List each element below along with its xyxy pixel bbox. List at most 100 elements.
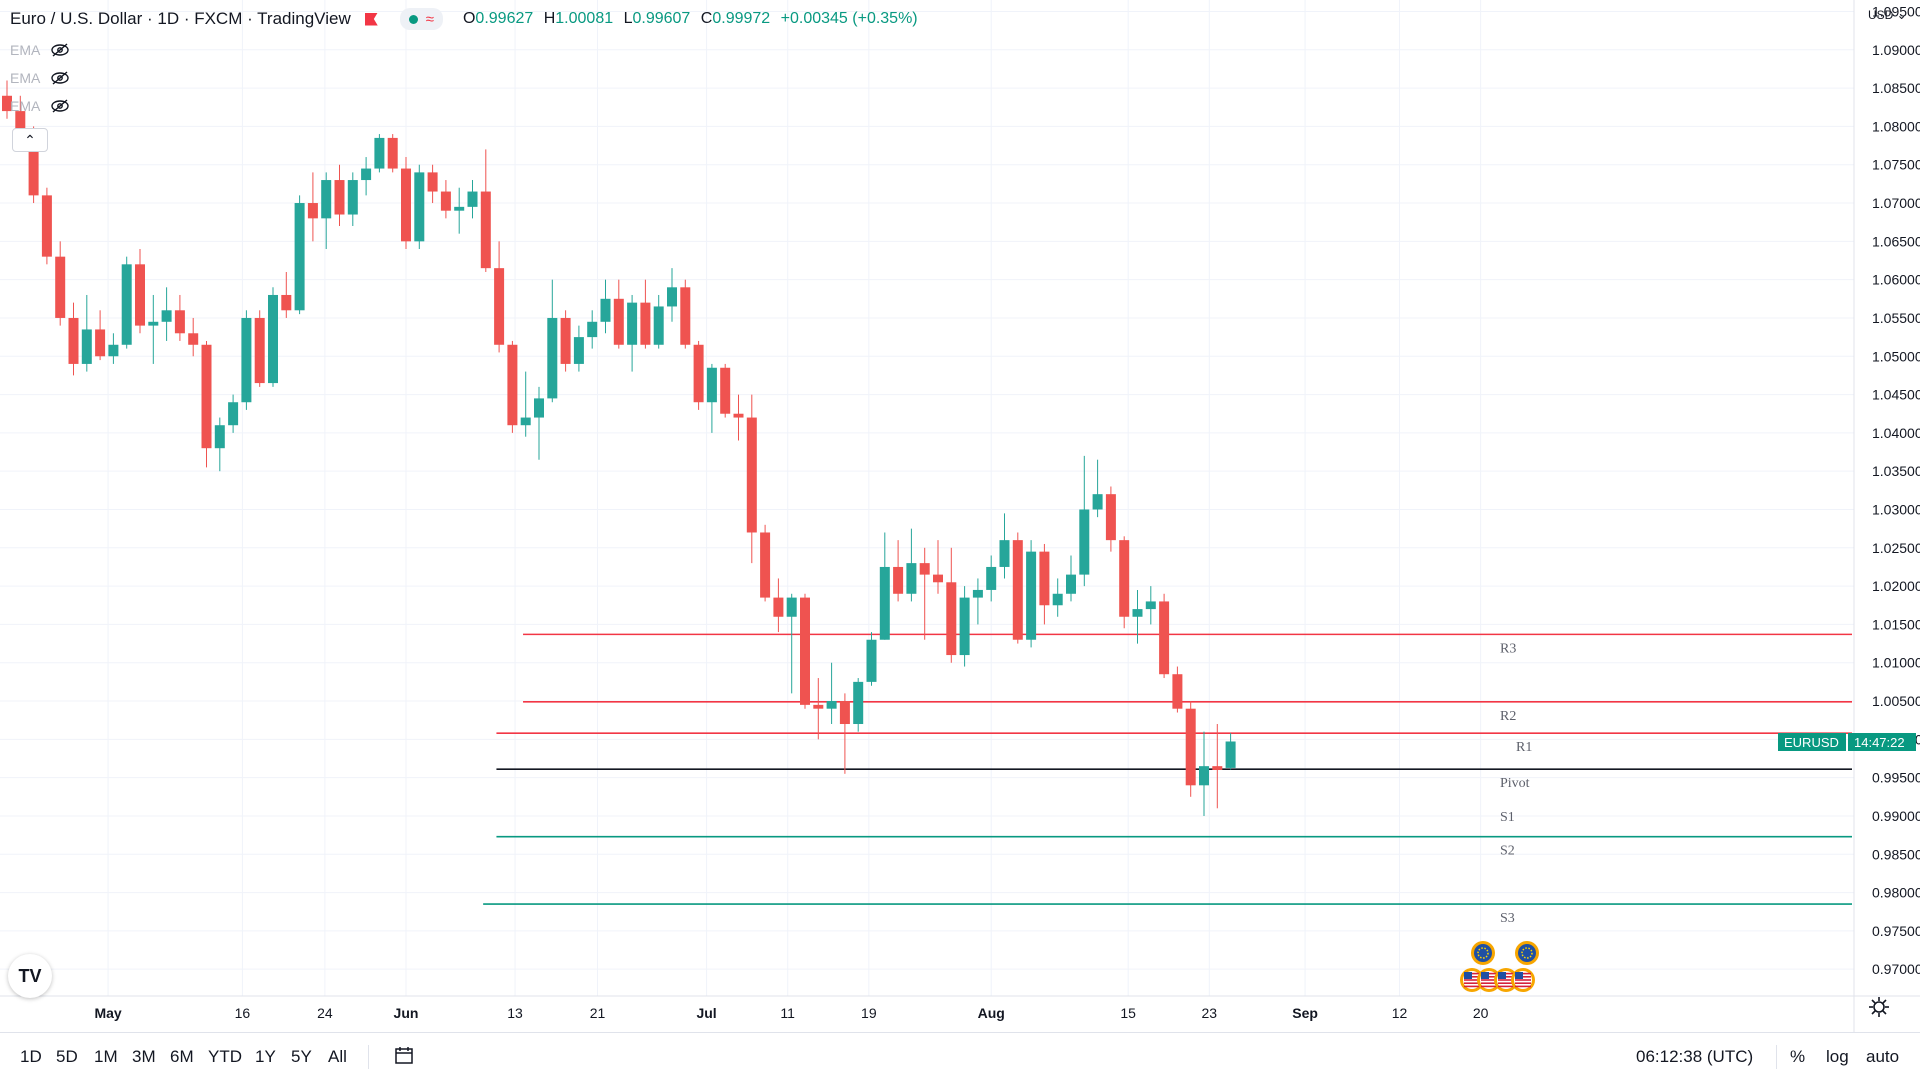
indicator-ema-2[interactable]: EMA [10,70,70,86]
candle [653,294,664,349]
price-tick-label: 1.07000 [1872,195,1920,211]
time-tick-label: Jul [696,1005,716,1021]
candle [813,678,824,740]
candle-body [1012,540,1023,640]
us-event-icon[interactable] [1511,968,1535,992]
candle-body [853,681,864,725]
candle-body [467,191,478,207]
us-event-icon[interactable] [1494,968,1518,992]
log-scale-button[interactable]: log [1826,1047,1849,1066]
candle [121,256,132,349]
candle [1185,701,1196,797]
candle-body [919,563,930,575]
pivot-r3: R3 [523,633,1852,656]
collapse-legend-button[interactable]: ⌃ [12,128,48,152]
indicator-ema-3[interactable]: EMA [10,98,70,114]
candle-body [760,532,771,598]
candle-body [427,172,438,192]
candle-body [986,566,997,590]
flag-icon[interactable] [364,12,378,26]
symbol-title[interactable]: Euro / U.S. Dollar · 1D · FXCM · Trading… [10,9,351,28]
ohlc-values: O0.99627 H1.00081 L0.99607 C0.99972 +0.0… [462,10,918,27]
candle-body [653,306,664,345]
range-1d-button[interactable]: 1D [20,1047,42,1066]
price-tick-label: 1.06500 [1872,233,1920,249]
percent-scale-button[interactable]: % [1790,1047,1806,1066]
candle [41,187,52,265]
indicator-ema-1[interactable]: EMA [10,42,70,58]
candle-body [972,589,983,598]
candle [946,547,957,663]
tradingview-logo-icon[interactable]: TV [8,954,52,998]
range-3m-button[interactable]: 3M [132,1047,156,1066]
candle [387,134,398,173]
us-event-icon[interactable] [1460,968,1484,992]
candle-body [321,180,332,219]
pivot-lines: R3 R2 R1 Pivot S1 S2 S3 [483,633,1852,926]
eu-event-icon[interactable] [1471,941,1495,965]
bar-countdown: 14:47:22 [1848,733,1916,751]
candle [640,279,651,349]
candle [321,172,332,249]
time-tick-label: 23 [1202,1005,1218,1021]
candle [454,187,465,234]
candle-body [1052,593,1063,606]
price-tick-label: 1.05500 [1872,310,1920,326]
candlestick-series [2,80,1236,816]
market-status[interactable]: ≈ [399,8,443,30]
utc-clock[interactable]: 06:12:38 (UTC) [1636,1047,1754,1066]
candle [214,417,225,472]
candle-body [188,333,199,345]
candle [414,164,425,249]
candle [1092,459,1103,518]
candle [933,540,943,594]
currency-selector[interactable]: USD ⌄ [1868,8,1907,22]
gear-icon[interactable] [1868,996,1890,1018]
candle-body [706,367,717,403]
candle-body [414,172,425,242]
toolbar-divider [1776,1045,1777,1069]
price-tick-label: 1.02000 [1872,578,1920,594]
candle [1225,733,1236,770]
eu-event-icon[interactable] [1515,941,1539,965]
candle [334,164,345,227]
candle-body [773,597,784,617]
time-tick-label: 24 [317,1005,333,1021]
price-tick-label: 1.08000 [1872,118,1920,134]
range-6m-button[interactable]: 6M [170,1047,194,1066]
candle [720,363,731,418]
calendar-icon[interactable] [394,1045,414,1065]
range-1y-button[interactable]: 1Y [255,1047,276,1066]
candle-body [800,597,810,705]
candle [268,287,278,387]
range-ytd-button[interactable]: YTD [208,1047,242,1066]
eye-off-icon[interactable] [50,70,70,86]
candle-body [401,168,411,242]
candle-body [1145,601,1156,610]
candle-body [680,287,691,345]
auto-scale-button[interactable]: auto [1866,1047,1900,1066]
range-5d-button[interactable]: 5D [56,1047,78,1066]
candle [427,164,438,204]
range-all-button[interactable]: All [328,1047,347,1066]
price-tick-label: 1.03000 [1872,501,1920,517]
price-tick-label: 1.08500 [1872,80,1920,96]
price-tick-label: 1.06000 [1872,272,1920,288]
price-tick-label: 1.02500 [1872,540,1920,556]
range-5y-button[interactable]: 5Y [291,1047,312,1066]
pivot-label: S2 [1500,844,1515,859]
range-1m-button[interactable]: 1M [94,1047,118,1066]
price-tick-label: 1.04500 [1872,387,1920,403]
candle-body [573,337,584,364]
us-event-icon[interactable] [1477,968,1501,992]
price-tick-label: 1.09500 [1872,3,1920,19]
price-tick-label: 1.01000 [1872,655,1920,671]
candle [826,662,837,725]
eye-off-icon[interactable] [50,42,70,58]
time-tick-label: Sep [1292,1005,1318,1021]
candle [294,195,305,315]
candle-body [387,137,398,169]
candle-body [1212,766,1223,770]
eye-off-icon[interactable] [50,98,70,114]
